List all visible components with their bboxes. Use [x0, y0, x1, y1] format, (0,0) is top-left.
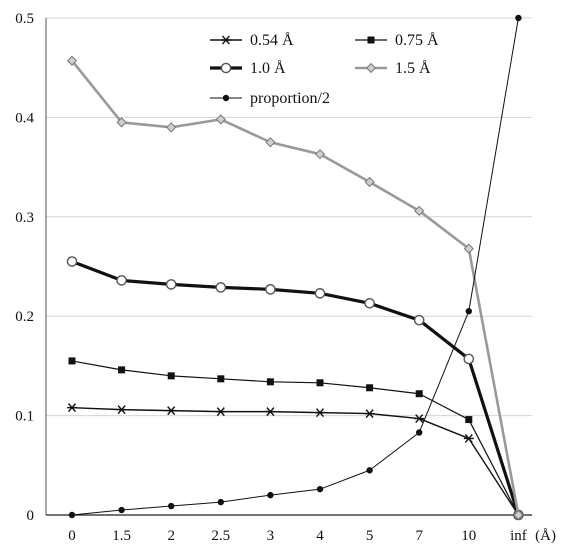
data-point: [465, 416, 473, 424]
grid-lines: [46, 17, 532, 417]
data-point: [166, 122, 177, 133]
data-point: [463, 243, 474, 254]
data-point: [314, 149, 326, 160]
data-point: [314, 288, 326, 299]
series-line: [71, 406, 519, 516]
data-point: [68, 511, 76, 519]
data-point: [515, 14, 522, 22]
data-point: [366, 467, 373, 474]
data-point: [166, 406, 177, 416]
data-point: [168, 502, 175, 510]
axes: [45, 18, 532, 516]
series-group: [66, 14, 524, 521]
y-tick-label: 0.5: [15, 11, 34, 27]
legend-marker: [221, 35, 231, 45]
data-point: [416, 429, 423, 436]
data-point: [267, 491, 274, 499]
y-tick-label: 0: [27, 508, 35, 524]
data-point: [265, 284, 276, 295]
data-point: [118, 506, 125, 514]
legend-label: 0.54 Å: [250, 31, 294, 49]
data-point: [116, 117, 127, 128]
data-point: [215, 114, 226, 125]
data-point: [116, 275, 127, 286]
series-2: [68, 357, 522, 519]
series-line: [71, 260, 520, 516]
legend-item: 0.75 Å: [355, 31, 439, 49]
legend-marker: [367, 36, 375, 44]
y-tick-label: 0.1: [15, 409, 34, 425]
data-point: [463, 353, 475, 365]
x-tick-label: 1.5: [112, 528, 131, 544]
data-point: [465, 308, 472, 315]
data-point: [215, 407, 226, 417]
series-line: [71, 17, 519, 516]
y-tick-label: 0.3: [15, 210, 34, 226]
x-tick-labels: 0 1.5 2 2.5 3 4 5 7 10 inf: [68, 528, 526, 544]
data-point: [415, 390, 423, 398]
data-point: [167, 372, 175, 380]
series-line: [70, 59, 520, 516]
data-point: [118, 366, 126, 374]
data-point: [116, 405, 127, 415]
x-tick-label: 2: [167, 528, 175, 544]
legend-item: 1.0 Å: [210, 59, 286, 77]
data-point: [66, 55, 78, 66]
x-tick-label: 10: [461, 528, 476, 544]
data-point: [68, 357, 76, 365]
legend-marker: [365, 62, 377, 74]
legend-item: 1.5 Å: [355, 59, 431, 77]
legend-marker: [220, 62, 232, 74]
legend-label: proportion/2: [250, 90, 330, 107]
x-tick-label: inf: [510, 528, 527, 544]
y-tick-label: 0.4: [15, 110, 34, 126]
data-point: [366, 384, 374, 392]
series-3: [66, 256, 524, 521]
x-tick-label: 5: [366, 528, 374, 544]
y-tick-labels: 0 0.1 0.2 0.3 0.4 0.5: [15, 11, 34, 524]
data-point: [215, 282, 227, 293]
data-point: [66, 256, 78, 267]
x-tick-label: 4: [316, 528, 324, 544]
legend-marker: [222, 94, 230, 102]
x-tick-label: 3: [267, 528, 275, 544]
data-point: [364, 409, 375, 419]
data-point: [513, 509, 524, 521]
legend: 0.54 Å 0.75 Å 1.0 Å 1.5 Å proportion/2: [210, 31, 439, 107]
y-tick-label: 0.2: [15, 309, 34, 325]
data-point: [414, 414, 425, 424]
data-point: [265, 407, 276, 417]
data-point: [316, 485, 324, 493]
legend-label: 0.75 Å: [395, 31, 439, 49]
legend-item: proportion/2: [210, 90, 330, 107]
legend-item: 0.54 Å: [210, 31, 294, 49]
data-point: [165, 279, 177, 290]
data-point: [463, 434, 474, 443]
data-point: [315, 408, 325, 418]
x-tick-label: 2.5: [211, 528, 230, 544]
series-4: [66, 55, 524, 521]
data-point: [265, 137, 276, 148]
series-line: [71, 360, 519, 516]
x-tick-label: 0: [68, 528, 76, 544]
data-point: [364, 176, 375, 188]
legend-label: 1.5 Å: [395, 59, 431, 77]
data-point: [413, 314, 425, 326]
data-point: [217, 498, 224, 506]
data-point: [414, 205, 425, 216]
data-point: [266, 378, 274, 386]
series-1: [67, 403, 524, 520]
data-point: [67, 403, 77, 413]
x-unit-label: (Å): [535, 528, 556, 544]
data-point: [217, 375, 225, 383]
legend-label: 1.0 Å: [250, 59, 286, 77]
x-tick-label: 7: [415, 528, 423, 544]
data-point: [316, 379, 324, 387]
data-point: [364, 297, 375, 309]
series-5: [68, 14, 522, 519]
